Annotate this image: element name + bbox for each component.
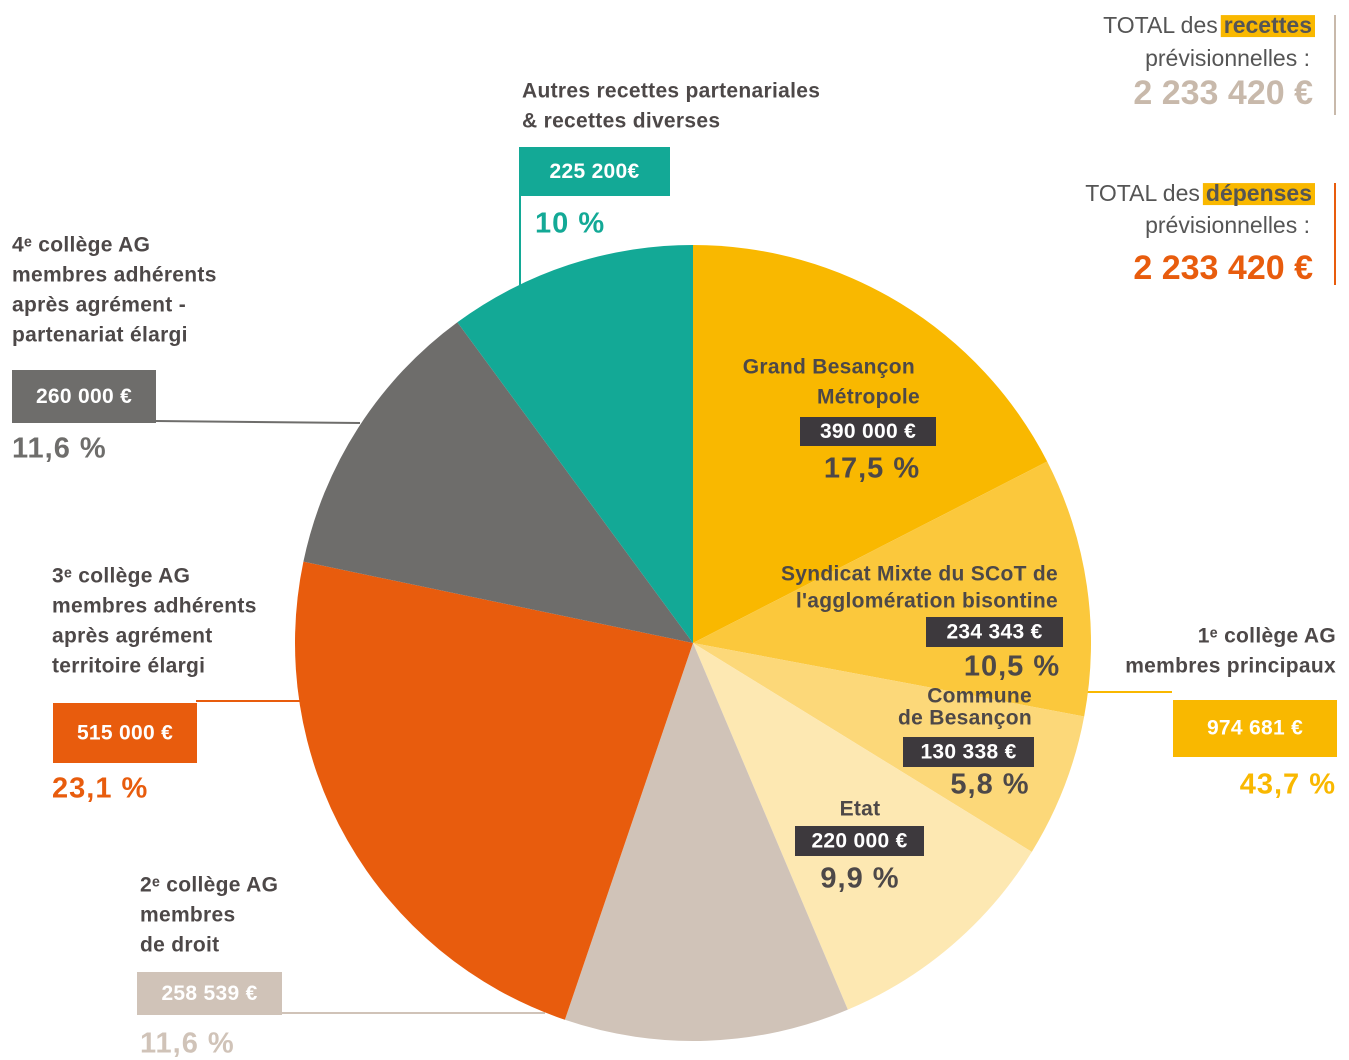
amount-label: 220 000 € (811, 830, 907, 853)
slice-label: Métropole (817, 386, 920, 409)
amount-box (137, 972, 282, 1015)
percent-label: 10,5 % (964, 651, 1060, 683)
pie-slice (295, 561, 693, 1020)
slice-label: membres adhérents (52, 595, 257, 618)
slice-label: Autres recettes partenariales (522, 80, 820, 103)
group-label: 1ᵉ collège AG (1198, 625, 1336, 648)
group-box (1173, 700, 1337, 757)
percent-label: 23,1 % (52, 773, 148, 805)
slice-label: après agrément (52, 625, 213, 648)
slice-label: de Besançon (898, 707, 1032, 730)
amount-box (926, 617, 1063, 647)
amount-box (12, 370, 156, 423)
amount-box (800, 417, 936, 446)
total-highlight: recettes (1224, 12, 1312, 38)
amount-label: 515 000 € (77, 722, 173, 745)
total-prefix: TOTAL des (1085, 180, 1200, 206)
slice-label: 3ᵉ collège AG (52, 565, 190, 588)
percent-label: 11,6 % (12, 433, 107, 465)
slice-label: de droit (140, 934, 219, 957)
slice-label: partenariat élargi (12, 324, 188, 347)
amount-label: 234 343 € (946, 621, 1042, 644)
slice-label: membres (140, 904, 235, 927)
slice-label: l'agglomération bisontine (796, 590, 1058, 613)
percent-label: 17,5 % (824, 453, 920, 485)
amount-label: 390 000 € (820, 420, 916, 443)
amount-label: 130 338 € (920, 741, 1016, 764)
percent-label: 9,9 % (820, 863, 899, 895)
slice-label: Commune (927, 685, 1032, 708)
slice-label: Etat (840, 798, 881, 821)
slice-label: 2ᵉ collège AG (140, 874, 278, 897)
slice-label: Grand Besançon (743, 356, 915, 379)
percent-label: 5,8 % (950, 769, 1029, 801)
pie-slice (693, 461, 1091, 717)
group-amount: 974 681 € (1207, 717, 1303, 740)
slice-label: territoire élargi (52, 655, 205, 678)
total-amount: 2 233 420 € (1133, 74, 1313, 112)
group-percent: 43,7 % (1240, 769, 1336, 801)
amount-box (519, 147, 670, 196)
pie-slice (457, 245, 693, 643)
slice-label: Syndicat Mixte du SCoT de (781, 563, 1058, 586)
slice-label: & recettes diverses (522, 110, 720, 133)
total-line2: prévisionnelles : (1145, 45, 1310, 71)
pie-slice (693, 643, 1085, 852)
total-amount: 2 233 420 € (1133, 249, 1313, 287)
percent-label: 11,6 % (140, 1028, 235, 1060)
total-line2: prévisionnelles : (1145, 212, 1310, 238)
pie-slice (564, 643, 848, 1041)
slice-label: 4ᵉ collège AG (12, 234, 150, 257)
highlight-bg (1202, 183, 1315, 206)
amount-box (903, 737, 1034, 767)
amount-box (53, 703, 197, 763)
pie-slice (303, 322, 693, 643)
total-highlight: dépenses (1206, 180, 1312, 206)
amount-box (795, 826, 924, 856)
amount-label: 225 200€ (550, 160, 640, 183)
amount-label: 260 000 € (36, 385, 132, 408)
group-label: membres principaux (1125, 655, 1336, 678)
slice-label: membres adhérents (12, 264, 217, 287)
percent-label: 10 % (535, 208, 605, 240)
highlight-bg (1220, 15, 1315, 38)
slice-label: après agrément - (12, 294, 186, 317)
amount-label: 258 539 € (161, 982, 257, 1005)
total-prefix: TOTAL des (1103, 12, 1218, 38)
leader-line (154, 420, 361, 424)
